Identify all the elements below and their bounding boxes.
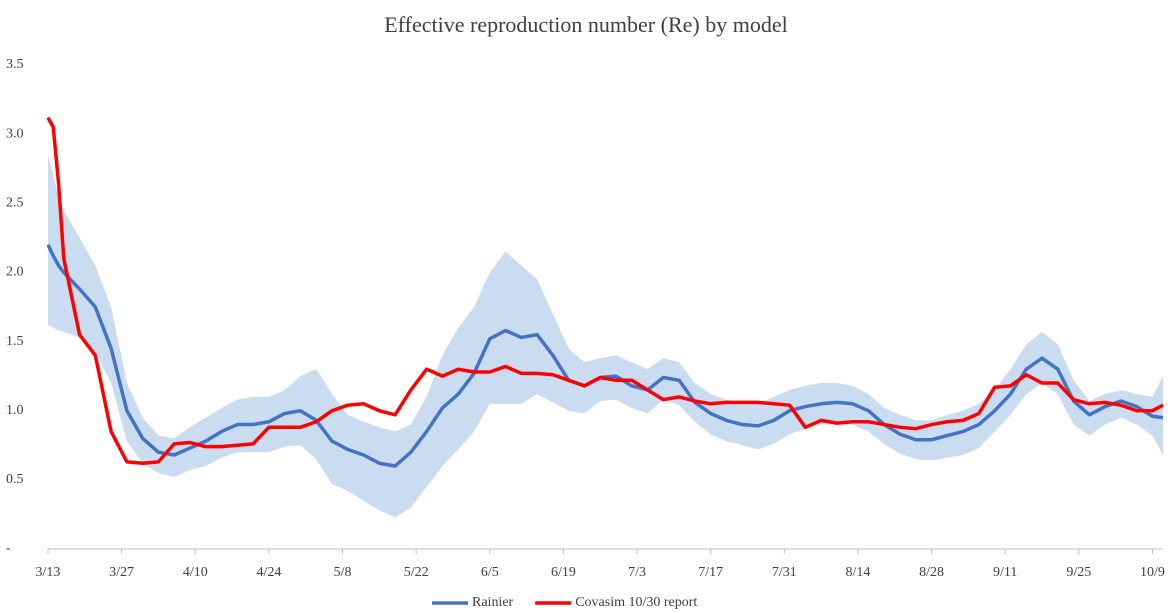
legend-label: Covasim 10/30 report xyxy=(575,595,697,610)
y-tick-label: 2.5 xyxy=(6,196,24,211)
x-tick-label: 9/11 xyxy=(993,565,1017,580)
x-tick-label: 9/25 xyxy=(1066,565,1091,580)
x-tick-label: 3/27 xyxy=(109,565,134,580)
x-tick-label: 3/13 xyxy=(36,565,61,580)
confidence-band xyxy=(48,154,1163,518)
chart-title: Effective reproduction number (Re) by mo… xyxy=(384,12,787,37)
y-tick-label: 0.5 xyxy=(6,472,24,487)
x-tick-label: 7/3 xyxy=(628,565,646,580)
legend-label: Rainier xyxy=(472,595,514,610)
x-tick-label: 8/14 xyxy=(846,565,871,580)
y-tick-label: 3.0 xyxy=(6,126,24,141)
series-line xyxy=(46,116,1164,466)
x-tick-label: 6/19 xyxy=(551,565,576,580)
x-tick-label: 10/9 xyxy=(1140,565,1165,580)
x-tick-label: 5/8 xyxy=(334,565,352,580)
x-tick-label: 4/10 xyxy=(183,565,208,580)
x-tick-label: 4/24 xyxy=(256,565,281,580)
y-tick-label: - xyxy=(6,541,11,556)
x-tick-label: 5/22 xyxy=(404,565,429,580)
x-tick-label: 7/17 xyxy=(698,565,723,580)
x-tick-label: 8/28 xyxy=(919,565,944,580)
y-tick-label: 2.0 xyxy=(6,265,24,280)
x-tick-label: 7/31 xyxy=(772,565,797,580)
x-tick-label: 6/5 xyxy=(481,565,499,580)
y-tick-label: 1.5 xyxy=(6,334,24,349)
y-tick-label: 3.5 xyxy=(6,57,24,72)
y-tick-label: 1.0 xyxy=(6,403,24,418)
